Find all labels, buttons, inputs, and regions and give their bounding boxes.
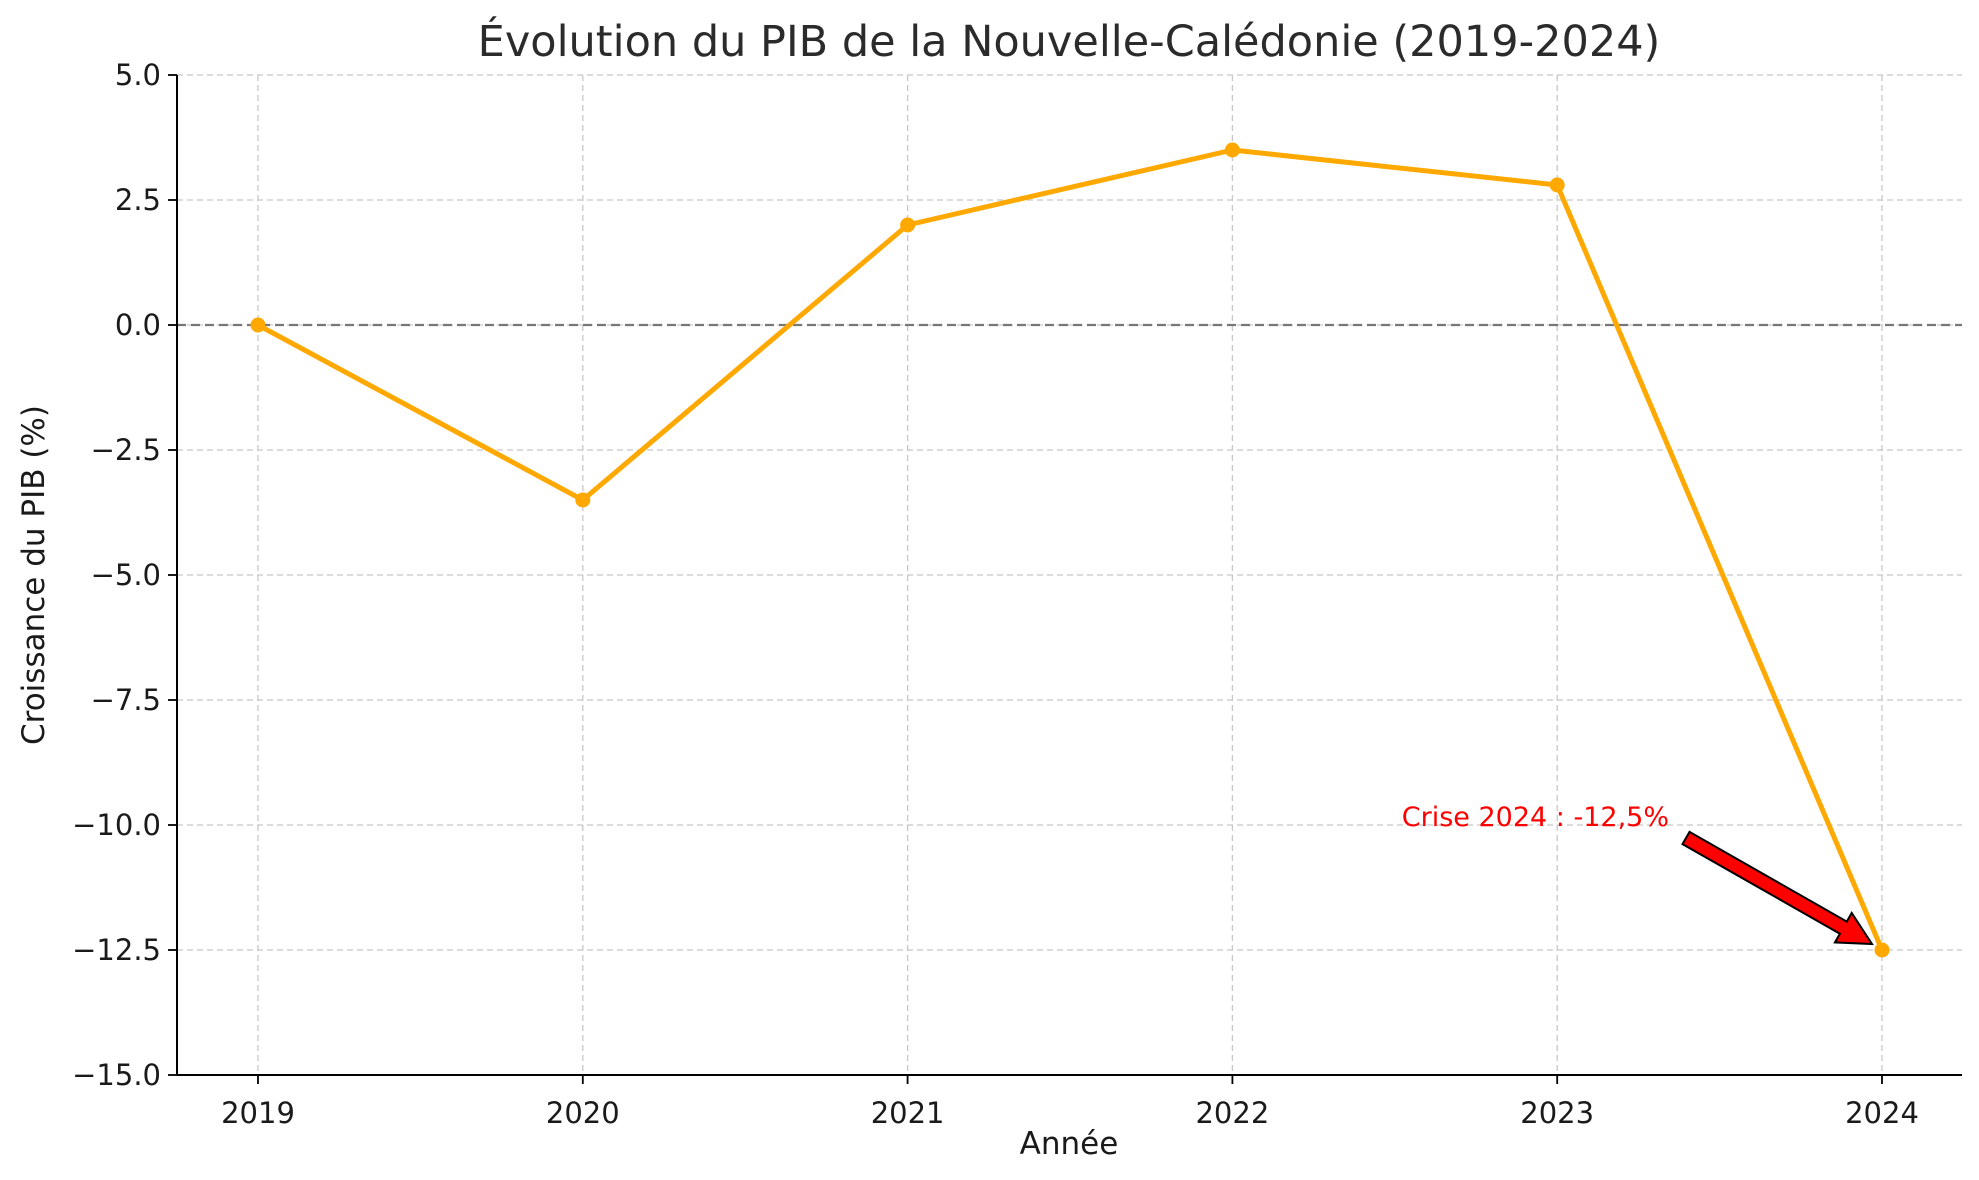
- y-tick-label: −7.5: [91, 683, 161, 717]
- x-tick-label: 2022: [1195, 1096, 1269, 1130]
- y-axis-label: Croissance du PIB (%): [16, 405, 52, 745]
- y-tick-label: −15.0: [72, 1058, 161, 1092]
- grid-lines: [177, 74, 1962, 1075]
- data-point: [1224, 142, 1240, 158]
- y-tick-label: 5.0: [115, 58, 161, 92]
- x-tick-labels: 2019 2020 2021 2022 2023 2024: [221, 1096, 1919, 1130]
- data-point: [575, 492, 591, 508]
- annotation-arrow: [1681, 830, 1874, 946]
- series-line: [255, 147, 1885, 953]
- y-tick-labels: 5.0 2.5 0.0 −2.5 −5.0 −7.5 −10.0 −12.5 −15.0: [72, 58, 161, 1092]
- y-tick-label: 2.5: [115, 183, 161, 217]
- y-tick-label: −5.0: [91, 558, 161, 592]
- x-tick-label: 2024: [1845, 1096, 1919, 1130]
- data-point: [1874, 942, 1890, 958]
- x-tick-label: 2020: [546, 1096, 620, 1130]
- x-tick-label: 2023: [1520, 1096, 1594, 1130]
- y-tick-label: −12.5: [72, 933, 161, 967]
- y-tick-label: −10.0: [72, 808, 161, 842]
- y-tick-label: 0.0: [115, 308, 161, 342]
- y-tick-label: −2.5: [91, 433, 161, 467]
- x-tick-label: 2019: [221, 1096, 295, 1130]
- x-axis-label: Année: [1020, 1126, 1119, 1162]
- x-tick-label: 2021: [871, 1096, 945, 1130]
- annotation: Crise 2024 : -12,5%: [1402, 802, 1874, 946]
- axes: [168, 74, 1962, 1084]
- data-point: [250, 317, 266, 333]
- annotation-text: Crise 2024 : -12,5%: [1402, 802, 1669, 833]
- data-point: [1549, 177, 1565, 193]
- data-point: [900, 217, 916, 233]
- chart-title: Évolution du PIB de la Nouvelle-Calédoni…: [478, 16, 1661, 67]
- series-line-layer: [250, 142, 1890, 958]
